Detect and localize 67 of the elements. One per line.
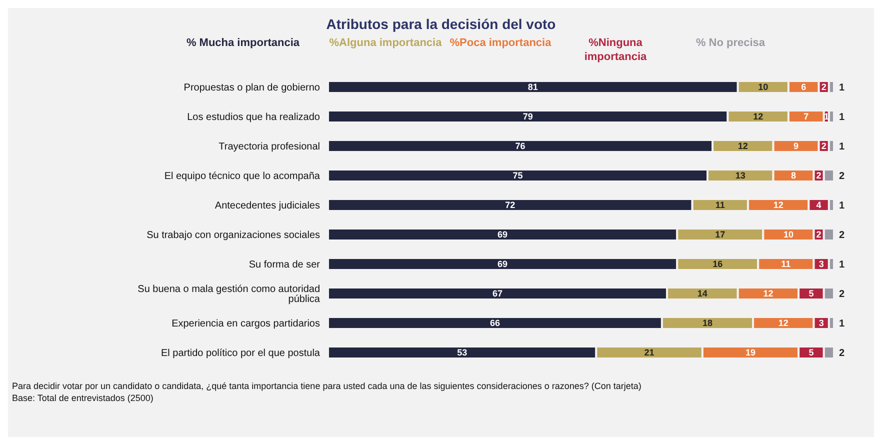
data-label: 12	[738, 141, 748, 152]
data-label: 2	[816, 230, 822, 240]
data-label: 79	[522, 112, 533, 122]
data-label: 1	[839, 200, 845, 212]
data-label: 2	[839, 230, 845, 242]
data-label: 14	[697, 288, 708, 299]
data-label: 1	[839, 260, 845, 271]
data-label: 66	[490, 318, 500, 328]
data-label: 81	[528, 82, 538, 92]
data-label: 69	[498, 259, 508, 270]
y-tick-label: El partido político por el que postula	[161, 348, 320, 359]
data-label: 7	[804, 112, 809, 122]
chart-title: Atributos para la decisión del voto	[325, 15, 557, 32]
text: Para decidir votar por un candidato o candidata, ¿qué tanta importancia tiene para usted cada una de las siguientes consideraciones o razones? (Con tarjeta)	[12, 380, 642, 392]
data-label: 5	[808, 288, 814, 299]
data-label: 2	[839, 348, 845, 360]
data-label: 12	[763, 288, 774, 299]
data-label: 10	[758, 82, 768, 92]
data-label: 76	[515, 141, 526, 152]
data-label: 69	[498, 230, 508, 240]
data-label: 12	[773, 200, 784, 210]
data-label: 2	[821, 141, 826, 152]
y-tick-label: El equipo técnico que lo acompaña	[164, 170, 320, 182]
data-label: 11	[715, 200, 725, 210]
data-label: 10	[783, 230, 794, 240]
data-label: 11	[781, 259, 791, 270]
data-label: 53	[457, 348, 468, 358]
data-label: 1	[839, 318, 845, 330]
data-label: 3	[818, 259, 824, 270]
data-label: 21	[644, 348, 654, 358]
data-label: 2	[839, 171, 845, 182]
data-label: 3	[818, 318, 824, 328]
y-tick-label: Propuestas o plan de gobierno	[184, 82, 320, 94]
y-tick-label: Los estudios que ha realizado	[187, 112, 320, 123]
text: %Poca importancia	[448, 36, 552, 51]
data-label: 17	[715, 230, 726, 240]
data-label: 8	[791, 170, 796, 181]
data-label: 9	[794, 141, 799, 152]
text: %Ninguna importancia	[583, 36, 648, 64]
y-tick-label: Experiencia en cargos partidarios	[172, 318, 320, 330]
data-label: 6	[801, 82, 806, 92]
text: % Mucha importancia	[185, 36, 301, 51]
data-label: 75	[512, 170, 523, 181]
text: %Alguna importancia	[328, 36, 443, 51]
data-label: 5	[808, 348, 814, 358]
data-label: 12	[778, 318, 788, 328]
y-tick-label: Su forma de ser	[248, 259, 321, 270]
data-label: 67	[492, 288, 503, 299]
data-label: 1	[839, 82, 845, 94]
data-label: 16	[712, 259, 723, 270]
data-label: 2	[821, 82, 826, 92]
data-label: 18	[702, 318, 713, 328]
data-label: 2	[816, 170, 822, 181]
text: % No precisa	[694, 36, 766, 51]
data-label: 13	[735, 170, 746, 181]
data-label: 1	[839, 112, 845, 124]
data-label: 72	[505, 200, 516, 210]
data-label: 19	[746, 348, 756, 358]
y-tick-label: Trayectoria profesional	[218, 141, 320, 152]
text: Base: Total de entrevistados (2500)	[12, 392, 154, 404]
data-label: 4	[816, 200, 822, 210]
data-label: 12	[753, 112, 764, 122]
data-label: 2	[839, 289, 845, 300]
data-label: 1	[839, 142, 845, 153]
y-tick-label: Su buena o mala gestión como autoridad pública	[138, 284, 320, 305]
y-tick-label: Su trabajo con organizaciones sociales	[146, 230, 320, 241]
y-tick-label: Antecedentes judiciales	[214, 200, 320, 212]
